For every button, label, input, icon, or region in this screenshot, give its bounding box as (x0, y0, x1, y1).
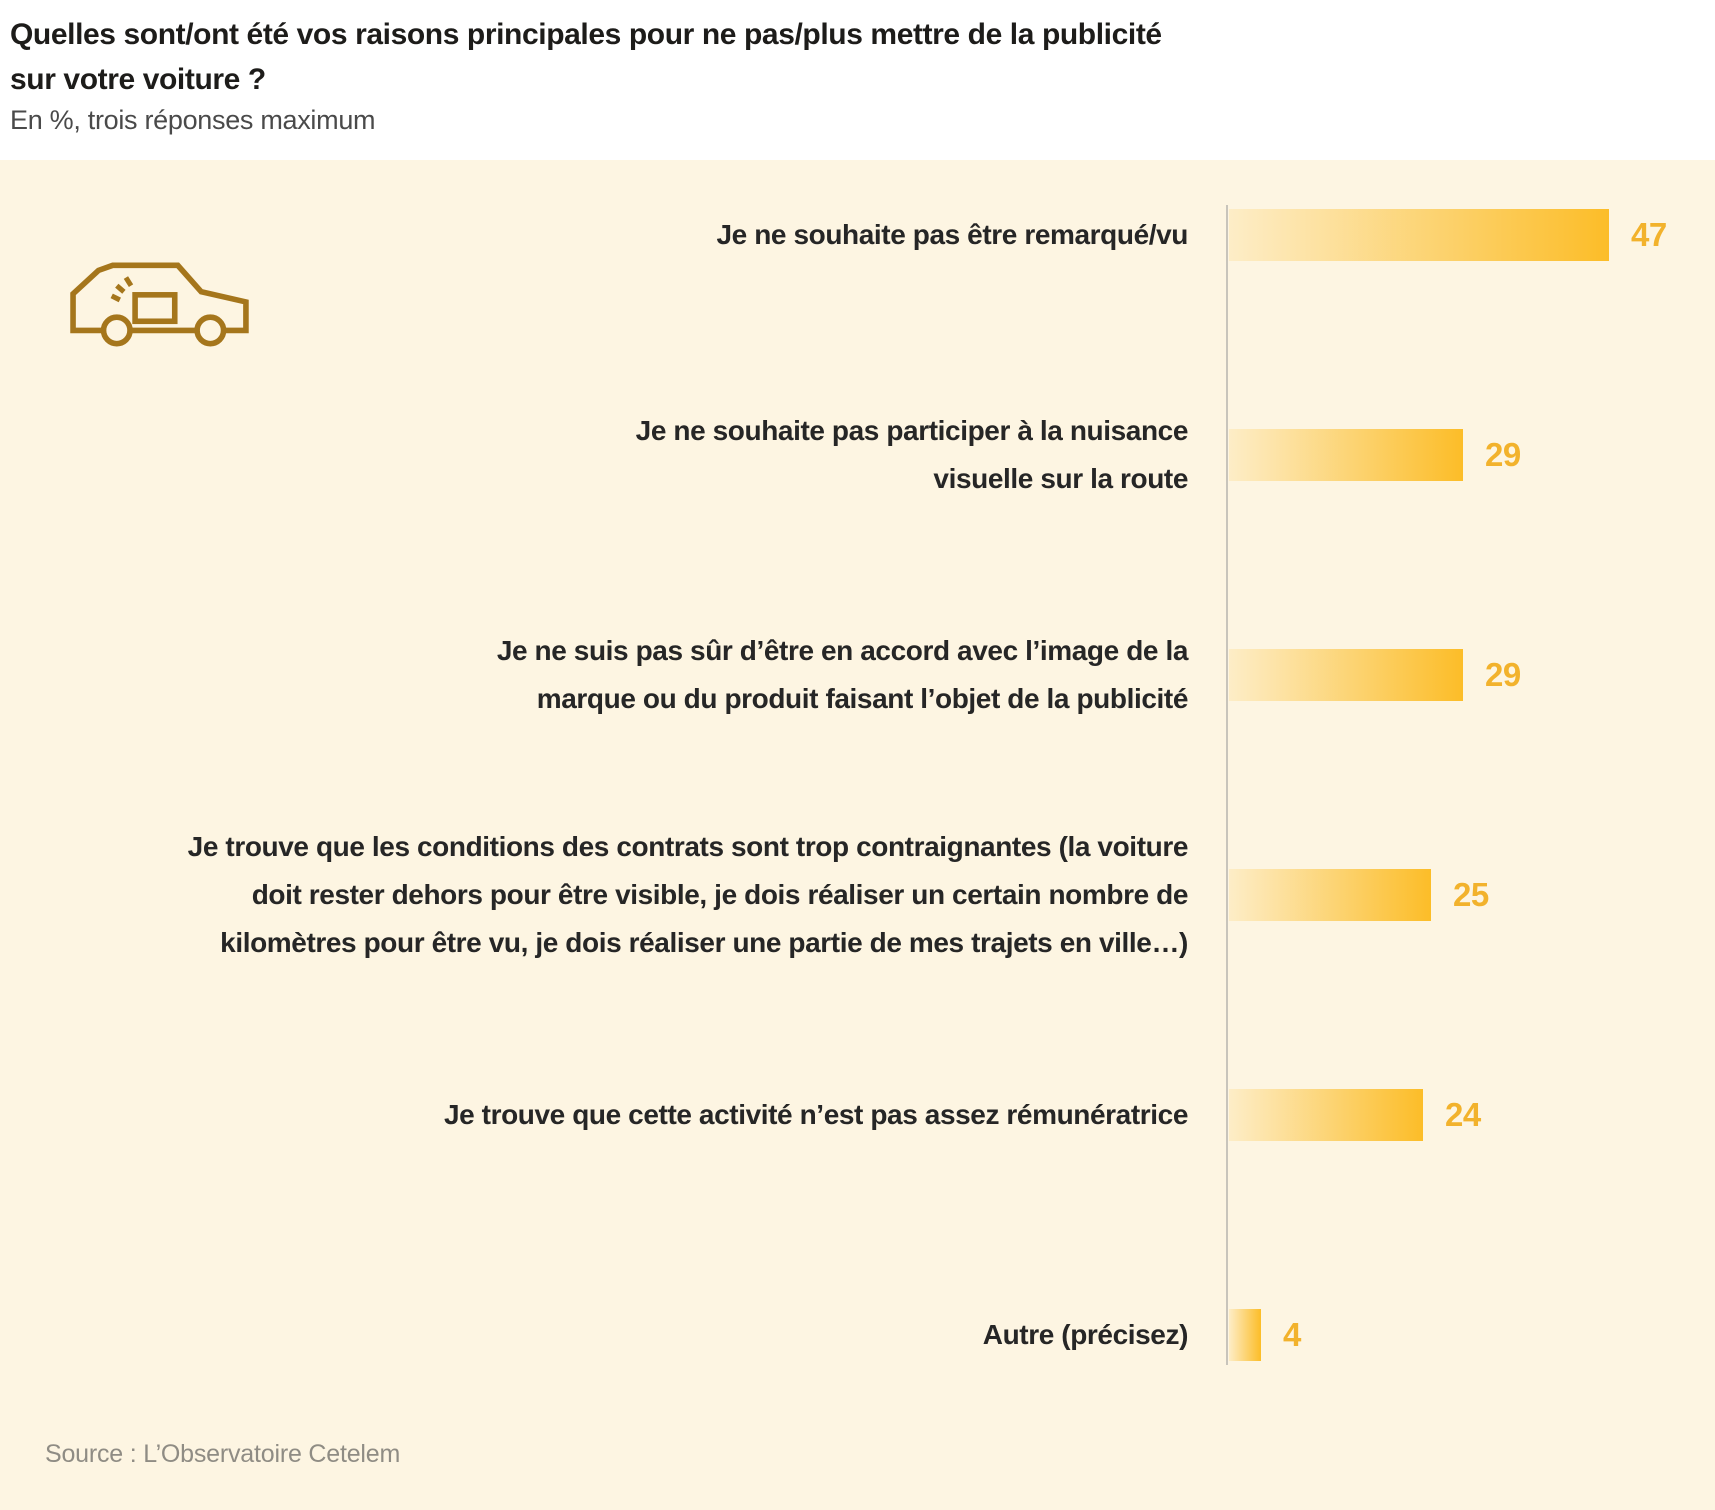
bar (1229, 1309, 1261, 1361)
bar-value-label: 47 (1631, 216, 1667, 253)
bar-label: Je ne souhaite pas participer à la nuisa… (635, 415, 1189, 494)
page-title-line-2: sur votre voiture ? (10, 63, 266, 96)
bar-label: Je trouve que les conditions des contrat… (187, 831, 1189, 958)
page-title-line-1: Quelles sont/ont été vos raisons princip… (10, 18, 1162, 51)
car-with-ad-panel-icon (70, 262, 250, 348)
chart-baseline-axis (1226, 205, 1228, 1365)
bar-label: Je trouve que cette activité n’est pas a… (443, 1099, 1188, 1130)
bar (1229, 649, 1463, 701)
bar-value-label: 29 (1485, 656, 1521, 693)
bar-value-label: 29 (1485, 436, 1521, 473)
bar-value-label: 24 (1445, 1096, 1481, 1133)
bar-value-label: 4 (1283, 1316, 1301, 1353)
bar (1229, 869, 1431, 921)
source-caption: Source : L’Observatoire Cetelem (45, 1440, 401, 1468)
bar-value-label: 25 (1453, 876, 1489, 913)
bar-label: Je ne souhaite pas être remarqué/vu (716, 219, 1188, 250)
bar (1229, 429, 1463, 481)
plot-area (0, 160, 1715, 1510)
bar (1229, 209, 1609, 261)
chart-header: Quelles sont/ont été vos raisons princip… (0, 0, 1715, 160)
chart-subtitle: En %, trois réponses maximum (10, 105, 376, 135)
page-title: Quelles sont/ont été vos raisons princip… (0, 12, 1162, 102)
bar (1229, 1089, 1423, 1141)
bar-label: Autre (précisez) (982, 1319, 1189, 1350)
bar-label: Je ne suis pas sûr d’être en accord avec… (496, 635, 1189, 714)
